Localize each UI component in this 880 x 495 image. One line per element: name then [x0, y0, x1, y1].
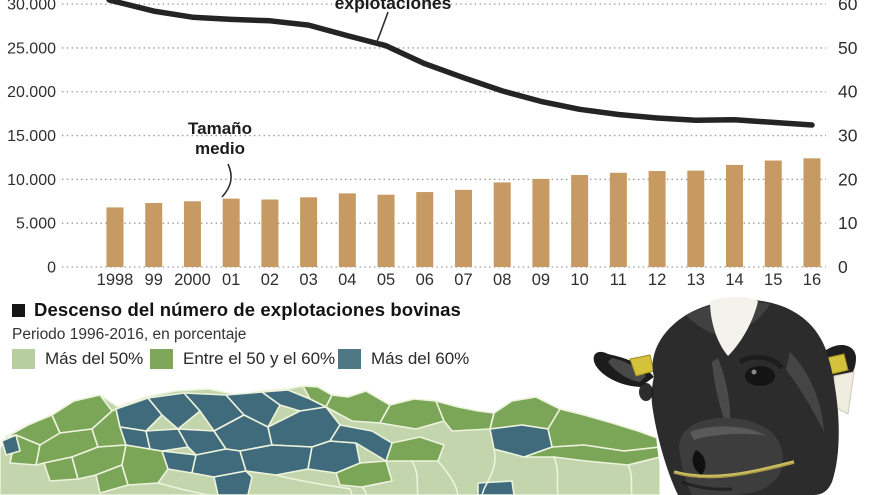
right-axis-tick: 40 [838, 82, 858, 102]
legend-item-mas-del-50: Más del 50% [12, 349, 143, 369]
tamano-medio-bar [377, 194, 395, 267]
right-axis-tick: 20 [838, 169, 858, 189]
right-axis-tick: 0 [838, 257, 848, 277]
legend-item-mas-del-60: Más del 60% [338, 349, 469, 369]
legend-swatch-light-green [12, 349, 35, 369]
cow-eye-highlight [751, 369, 757, 375]
map-section-header: Descenso del número de explotaciones bov… [12, 299, 461, 321]
tamano-medio-bar [532, 178, 550, 267]
combo-chart-canvas: 30.00025.00020.00015.00010.0005.00006050… [7, 0, 858, 289]
tamano-medio-bar [106, 207, 124, 267]
gridlines-layer [62, 3, 826, 268]
right-axis-tick: 50 [838, 38, 858, 58]
x-axis-year-label: 01 [222, 271, 240, 289]
x-axis-year-label: 99 [145, 271, 163, 289]
tamano-medio-bar [726, 164, 744, 267]
legend-label: Entre el 50 y el 60% [183, 349, 336, 368]
x-axis-year-label: 05 [377, 271, 395, 289]
tamano-medio-bar [338, 193, 356, 267]
right-axis-tick: 30 [838, 126, 858, 146]
tamano-medio-bar [493, 182, 511, 267]
x-axis-year-label: 11 [610, 271, 627, 289]
cow-white-blaze [710, 296, 758, 356]
x-axis-year-label: 10 [570, 271, 588, 289]
x-axis-year-label: 03 [299, 271, 317, 289]
tamano-medio-bar [145, 203, 163, 267]
cow-nose-bridge-highlight [712, 358, 731, 434]
line-series-layer [106, 0, 815, 128]
right-axis-tick: 60 [838, 0, 858, 14]
cow-nostril [692, 450, 706, 475]
map-section-subtitle: Periodo 1996-2016, en porcentaje [12, 326, 247, 343]
legend-item-entre-50-60: Entre el 50 y el 60% [150, 349, 335, 369]
map-inner-borders [157, 448, 633, 495]
callout-curve-explotaciones [375, 11, 389, 45]
map-cells-teal [1, 389, 553, 495]
explotaciones-line [106, 0, 815, 128]
left-axis-tick: 5.000 [16, 216, 56, 233]
x-axis-year-label: 07 [454, 271, 472, 289]
tamano-medio-label-line1: Tamaño [188, 119, 252, 138]
tamano-medio-label-line2: medio [194, 139, 246, 158]
straw-in-mouth-shadow [673, 462, 795, 479]
x-axis-year-label: 08 [493, 271, 511, 289]
bar-series-layer [106, 158, 821, 267]
map-legend: Más del 50% Entre el 50 y el 60% Más del… [0, 349, 660, 375]
tamano-medio-bar-label: Tamaño medio [180, 119, 260, 159]
straw-in-mouth [673, 460, 795, 479]
tamano-medio-bar [261, 199, 279, 267]
cow-eye [745, 366, 775, 386]
tamano-medio-bar [764, 160, 782, 267]
callout-curve-tamano-medio [221, 163, 232, 198]
cow-mouth-line [681, 480, 733, 491]
title-bullet-square [12, 303, 25, 317]
cow-muzzle-sheen [690, 426, 766, 440]
left-axis-tick: 0 [47, 260, 56, 277]
tamano-medio-bar [609, 172, 627, 267]
x-axis-year-label: 14 [725, 271, 743, 289]
x-axis-year-label: 09 [532, 271, 550, 289]
left-axis-tick: 15.000 [7, 128, 56, 145]
tamano-medio-bar [222, 198, 240, 267]
x-axis-year-label: 15 [764, 271, 782, 289]
legend-label: Más del 60% [371, 349, 470, 368]
x-axis-year-label: 04 [338, 271, 356, 289]
right-axis-tick: 10 [838, 213, 858, 233]
explotaciones-line-label: explotaciones [334, 0, 452, 13]
tamano-medio-bar [454, 189, 472, 267]
map-section-title: Descenso del número de explotaciones bov… [34, 299, 461, 320]
map-cells-green [5, 385, 660, 494]
tamano-medio-bar [803, 158, 821, 267]
x-axis-year-label: 12 [648, 271, 666, 289]
asturias-choropleth-map [0, 385, 660, 495]
left-axis-tick: 20.000 [7, 84, 56, 101]
tamano-medio-bar [183, 201, 201, 267]
legend-label: Más del 50% [45, 349, 144, 368]
left-axis-tick: 10.000 [7, 172, 56, 189]
left-axis-tick: 30.000 [7, 0, 56, 14]
cow-cheek-shading [786, 352, 824, 432]
x-axis-year-label: 06 [416, 271, 434, 289]
legend-swatch-teal [338, 349, 361, 369]
tamano-medio-bar [571, 174, 589, 267]
x-axis-year-label: 1998 [97, 271, 134, 289]
x-axis-year-label: 2000 [174, 271, 211, 289]
cow-brow [738, 354, 784, 370]
tamano-medio-bar [416, 192, 434, 267]
axis-ticks-layer: 30.00025.00020.00015.00010.0005.00006050… [7, 0, 858, 289]
tamano-medio-bar [300, 197, 318, 267]
x-axis-year-label: 02 [261, 271, 279, 289]
tamano-medio-bar [687, 170, 705, 267]
left-axis-tick: 25.000 [7, 40, 56, 57]
x-axis-year-label: 13 [687, 271, 705, 289]
legend-swatch-green [150, 349, 173, 369]
cow-far-eye [639, 383, 653, 401]
tamano-medio-bar [648, 171, 666, 267]
x-axis-year-label: 16 [803, 271, 821, 289]
cow-photo [593, 292, 880, 495]
